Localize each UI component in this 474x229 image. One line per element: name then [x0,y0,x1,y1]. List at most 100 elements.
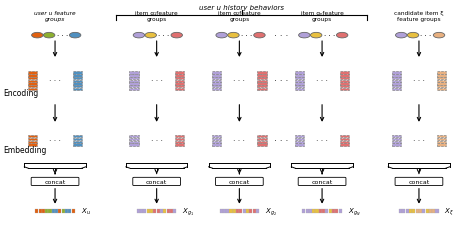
Bar [48,209,52,213]
Bar [340,135,349,138]
Bar [73,78,82,80]
Text: user u history behaviors: user u history behaviors [199,5,284,11]
Bar [73,86,82,88]
FancyBboxPatch shape [216,177,263,186]
Bar [437,75,447,77]
Text: · · ·: · · · [56,33,68,39]
Bar [154,209,156,213]
Bar [129,144,139,146]
Bar [52,209,55,213]
Bar [319,209,322,213]
Bar [340,86,349,88]
Text: · · ·: · · · [324,33,335,39]
Bar [257,80,267,83]
Bar [27,80,37,83]
Bar [340,80,349,83]
Bar [174,144,184,146]
Bar [212,83,221,85]
Bar [212,80,221,83]
Bar [212,135,221,138]
Bar [129,138,139,140]
Circle shape [228,33,239,39]
Text: · · ·: · · · [413,136,425,145]
Text: concat: concat [146,179,167,184]
Bar [306,209,309,213]
Bar [45,209,48,213]
Circle shape [69,33,81,39]
Bar [173,209,176,213]
Text: concat: concat [229,179,250,184]
Bar [312,209,315,213]
Bar [257,89,267,91]
Bar [402,209,405,213]
Bar [416,209,419,213]
Bar [295,144,304,146]
Bar [233,209,236,213]
Bar [406,209,409,213]
Bar [295,86,304,88]
Bar [392,72,401,74]
Bar [256,209,259,213]
Bar [340,78,349,80]
FancyBboxPatch shape [133,177,181,186]
Circle shape [310,33,322,39]
Bar [257,83,267,85]
Circle shape [44,33,55,39]
Bar [73,83,82,85]
Text: · · ·: · · · [316,136,328,145]
Text: concat: concat [45,179,66,184]
Bar [55,209,58,213]
Bar [392,89,401,91]
Bar [73,75,82,77]
Bar [295,75,304,77]
Bar [174,72,184,74]
Bar [223,209,226,213]
Bar [129,72,139,74]
Bar [246,209,249,213]
Bar [335,209,338,213]
Bar [27,138,37,140]
Bar [129,86,139,88]
Bar [392,78,401,80]
Bar [437,89,447,91]
Bar [295,80,304,83]
Bar [65,209,68,213]
Bar [340,83,349,85]
Bar [422,209,425,213]
FancyBboxPatch shape [31,177,79,186]
Bar [27,78,37,80]
Bar [295,138,304,140]
Bar [27,144,37,146]
Bar [257,86,267,88]
Bar [174,80,184,83]
Bar [325,209,328,213]
Circle shape [395,33,407,39]
Text: · · ·: · · · [158,33,169,39]
Text: $\mathit{X_{g_2}}$: $\mathit{X_{g_2}}$ [265,206,277,217]
Bar [68,209,72,213]
Bar [437,135,447,138]
Bar [340,72,349,74]
Bar [72,209,75,213]
Bar [150,209,153,213]
Bar [340,89,349,91]
Bar [27,135,37,138]
Text: · · ·: · · · [273,32,288,41]
Bar [437,78,447,80]
Bar [436,209,438,213]
Bar [212,138,221,140]
Bar [437,72,447,74]
Bar [338,209,342,213]
Bar [340,138,349,140]
Bar [392,135,401,138]
Bar [340,144,349,146]
Text: Encoding: Encoding [3,88,38,97]
Bar [437,138,447,140]
Bar [129,89,139,91]
Bar [73,72,82,74]
Bar [129,135,139,138]
Text: · · ·: · · · [413,77,425,86]
Text: · · ·: · · · [49,77,61,86]
Circle shape [254,33,265,39]
Bar [212,72,221,74]
